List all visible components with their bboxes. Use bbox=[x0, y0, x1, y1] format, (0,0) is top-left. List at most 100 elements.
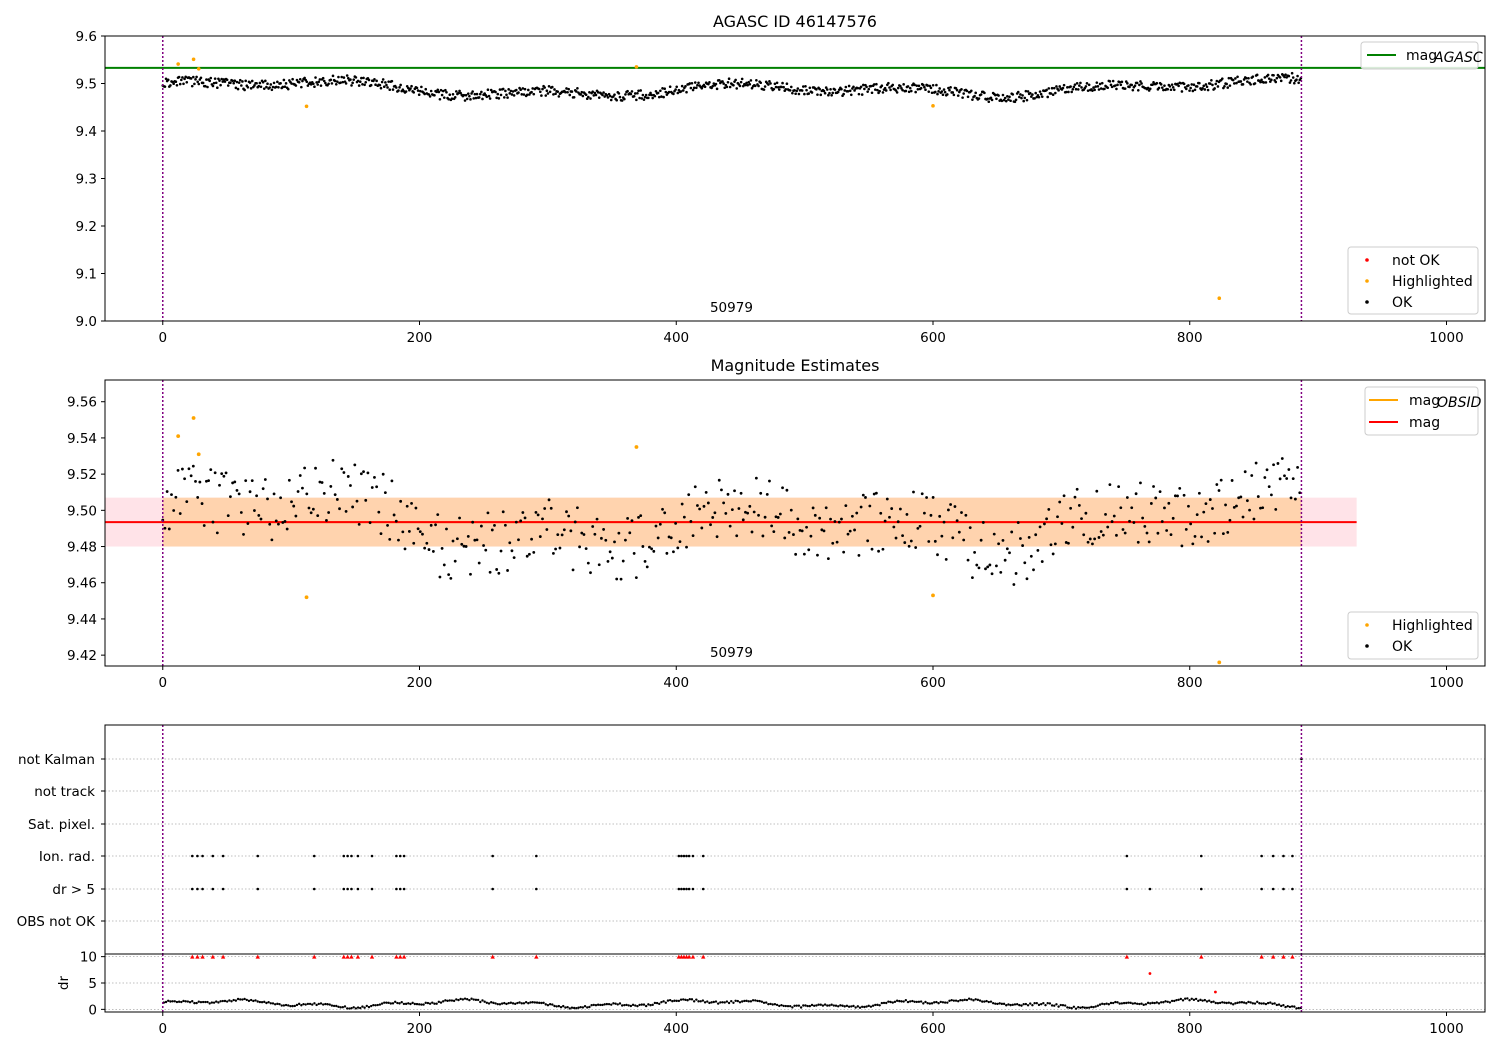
ok-point bbox=[519, 519, 523, 523]
ok-point bbox=[266, 497, 269, 501]
ok-point bbox=[1208, 498, 1212, 501]
dr-point bbox=[212, 1001, 216, 1004]
dr-point bbox=[583, 1005, 587, 1008]
ok-point bbox=[545, 528, 549, 531]
dr-point bbox=[1103, 1002, 1106, 1006]
ok-point bbox=[451, 539, 455, 543]
ok-point bbox=[1206, 540, 1210, 543]
ok-point bbox=[780, 85, 783, 89]
ok-point bbox=[941, 93, 945, 97]
ok-point bbox=[1075, 81, 1079, 85]
dr-point bbox=[350, 1007, 353, 1010]
ok-point bbox=[473, 538, 477, 542]
dr-point bbox=[1092, 1005, 1095, 1009]
ok-point bbox=[1123, 531, 1127, 535]
ok-point bbox=[918, 524, 922, 528]
ok-point bbox=[1266, 73, 1270, 77]
ok-point bbox=[1118, 80, 1122, 84]
dr-point bbox=[793, 1004, 796, 1007]
dr-point bbox=[1138, 1002, 1141, 1006]
ok-point bbox=[808, 86, 812, 90]
ok-point bbox=[1098, 82, 1102, 86]
ok-point bbox=[692, 86, 696, 90]
ok-point bbox=[647, 96, 650, 100]
dr-point bbox=[869, 1005, 873, 1008]
ok-point bbox=[626, 516, 630, 520]
ok-point bbox=[1095, 489, 1099, 493]
ok-point bbox=[437, 90, 441, 94]
ok-point bbox=[261, 487, 265, 491]
dr-point bbox=[1068, 1006, 1071, 1009]
x-tick-label: 800 bbox=[1177, 330, 1203, 346]
ok-point bbox=[942, 88, 946, 91]
ok-point bbox=[1012, 583, 1016, 586]
dr-point bbox=[612, 1002, 615, 1005]
ok-point bbox=[1040, 560, 1044, 563]
highlighted-point bbox=[191, 57, 196, 62]
ok-point bbox=[287, 478, 291, 482]
ok-point bbox=[1184, 87, 1188, 91]
ok-point bbox=[423, 92, 426, 96]
dr-point bbox=[673, 999, 676, 1002]
ok-point bbox=[1021, 94, 1024, 97]
ok-point bbox=[1072, 85, 1076, 89]
ok-point bbox=[898, 507, 902, 511]
ok-point bbox=[770, 524, 774, 528]
dr-point bbox=[1135, 1002, 1139, 1006]
ok-point bbox=[1051, 93, 1055, 97]
ok-point bbox=[990, 98, 994, 102]
ok-point bbox=[511, 90, 515, 93]
ok-point bbox=[1022, 99, 1025, 103]
ok-point bbox=[586, 561, 590, 565]
ok-point bbox=[1109, 83, 1113, 87]
ok-point bbox=[298, 77, 302, 81]
ok-point bbox=[624, 93, 627, 96]
ok-point bbox=[884, 89, 888, 92]
ok-point bbox=[866, 90, 869, 93]
dr-flag-point bbox=[256, 887, 260, 891]
ok-point bbox=[938, 87, 941, 90]
ok-point bbox=[1148, 87, 1152, 91]
ok-point bbox=[344, 510, 348, 513]
ok-point bbox=[398, 86, 401, 89]
ok-point bbox=[229, 81, 232, 85]
ok-point bbox=[268, 86, 272, 89]
dr-point bbox=[919, 1000, 923, 1003]
dr-point bbox=[815, 1004, 818, 1007]
dr-point bbox=[1144, 1003, 1148, 1006]
dr-point bbox=[788, 1004, 792, 1008]
ok-point bbox=[803, 92, 806, 96]
dr-point bbox=[1035, 1001, 1038, 1005]
ok-point bbox=[217, 77, 220, 81]
ok-point bbox=[1138, 83, 1141, 87]
ok-point bbox=[1133, 84, 1137, 87]
dr-point bbox=[1166, 1000, 1169, 1004]
ok-point bbox=[565, 510, 568, 514]
ok-point bbox=[1231, 78, 1235, 82]
dr-point bbox=[826, 1004, 829, 1007]
ok-point bbox=[401, 530, 405, 534]
dr-point bbox=[265, 1001, 268, 1005]
ok-point bbox=[213, 471, 217, 475]
dr-point bbox=[978, 999, 982, 1002]
ok-point bbox=[875, 82, 878, 86]
ok-point bbox=[307, 506, 311, 510]
dr-point bbox=[527, 1002, 530, 1005]
dr-point bbox=[417, 1003, 421, 1006]
ok-point bbox=[788, 89, 792, 92]
ok-point bbox=[974, 91, 977, 95]
dr-point bbox=[736, 999, 740, 1003]
dr-point bbox=[594, 1004, 598, 1007]
ok-point bbox=[928, 84, 932, 88]
ok-point bbox=[691, 88, 695, 92]
ok-point bbox=[466, 534, 470, 538]
dr-flag-point bbox=[1148, 887, 1152, 891]
dr-point bbox=[983, 1000, 986, 1003]
dr-point bbox=[662, 1000, 665, 1003]
ok-point bbox=[966, 95, 970, 99]
ok-point bbox=[567, 87, 570, 91]
dr-point bbox=[446, 999, 449, 1003]
dr-point bbox=[228, 999, 231, 1002]
ok-point bbox=[669, 536, 673, 540]
ok-point bbox=[975, 563, 979, 567]
